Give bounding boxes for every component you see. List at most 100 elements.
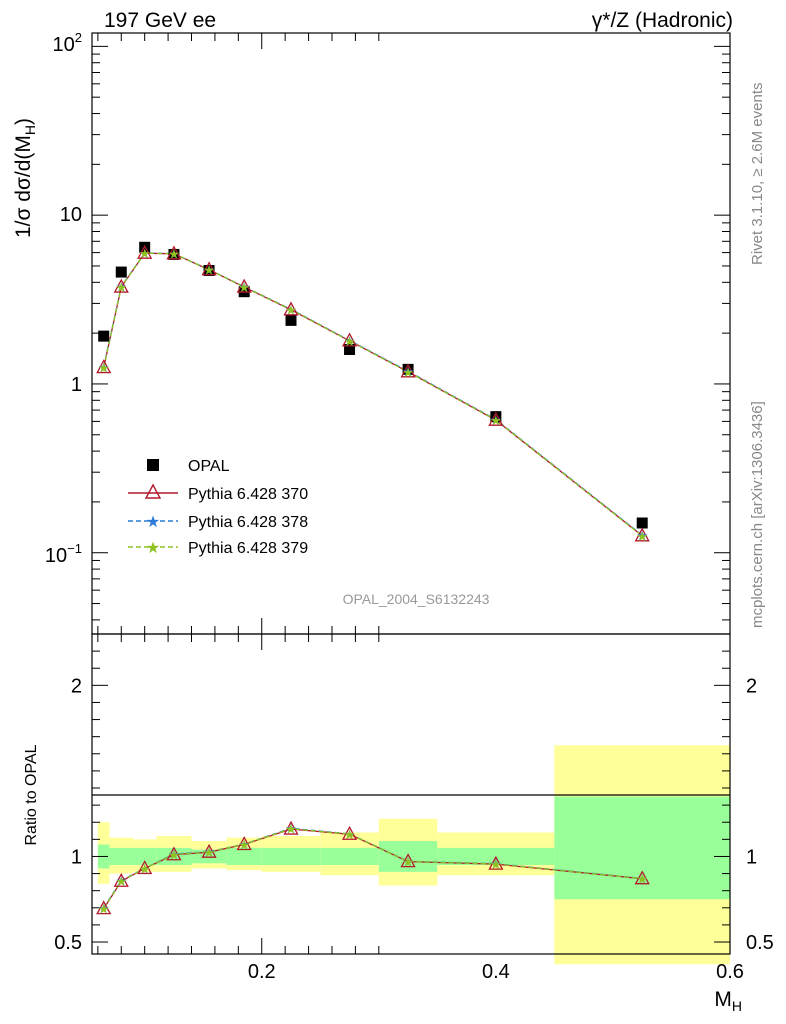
ratio-mc-marker-triangle bbox=[341, 825, 358, 840]
main-mc-marker-star: ★ bbox=[98, 361, 110, 376]
main-mc-marker-triangle bbox=[400, 363, 416, 378]
ratio-mc-marker-star: ★ bbox=[636, 871, 648, 886]
main-mc-marker-star: ★ bbox=[344, 334, 356, 349]
ratio-mc-marker-star: ★ bbox=[344, 827, 356, 842]
main-mc-marker-star: ★ bbox=[168, 247, 180, 262]
main-mc-marker-triangle bbox=[96, 359, 112, 374]
ratio-mc-marker-triangle bbox=[96, 900, 112, 915]
main-mc-marker-star: ★ bbox=[285, 302, 297, 317]
main-mc-marker-triangle bbox=[283, 301, 299, 316]
main-data-point bbox=[344, 343, 356, 355]
ratio-mc-marker-star: ★ bbox=[203, 845, 215, 860]
ratio-mc-marker-star: ★ bbox=[402, 854, 414, 869]
main-mc-marker-star: ★ bbox=[238, 280, 250, 295]
ratio-band-inner bbox=[320, 847, 379, 866]
main-data-point bbox=[285, 314, 297, 326]
legend-marker-py378: ★ bbox=[146, 514, 160, 531]
ratio-ytick-label-right: 0.5 bbox=[746, 932, 774, 954]
main-ytick-label-1: 1 bbox=[71, 374, 82, 396]
main-panel: ★★★ ★★★★★★★★★★★ ★★★★★★★★ 1/σ dσ/d(MH) 102 … bbox=[12, 30, 731, 635]
ratio-mc-marker-star: ★ bbox=[238, 837, 250, 852]
ratio-mc-marker-triangle bbox=[137, 860, 153, 875]
ratio-band-inner bbox=[261, 847, 321, 866]
main-mc-marker-star: ★ bbox=[139, 246, 151, 261]
main-series-lines bbox=[103, 252, 643, 537]
main-y-axis-label: 1/σ dσ/d(MH) bbox=[12, 118, 38, 238]
ratio-band-inner bbox=[109, 847, 133, 866]
main-data-point bbox=[203, 264, 215, 276]
main-data-point bbox=[98, 330, 110, 342]
main-ytick-label-10: 10 bbox=[60, 204, 82, 226]
ratio-mc-marker-star: ★ bbox=[490, 857, 502, 872]
main-mc-marker-star: ★ bbox=[203, 263, 215, 278]
ratio-series-markers: ★★★★ ★★★ ★★ ★★★★★★ ★★★ ★★ ★★ bbox=[96, 820, 650, 916]
main-axis-ticks bbox=[92, 33, 730, 634]
main-mc-marker-star: ★ bbox=[238, 280, 250, 295]
main-data-point bbox=[115, 266, 127, 278]
ratio-xtick-labels: 0.2 0.4 0.6 bbox=[248, 961, 744, 983]
main-mc-marker-triangle bbox=[113, 278, 129, 293]
ratio-mc-marker-star: ★ bbox=[98, 901, 110, 916]
legend-marker-opal bbox=[147, 459, 159, 471]
main-data-point bbox=[168, 248, 180, 260]
main-line-series-1 bbox=[103, 252, 643, 537]
ratio-mc-marker-star: ★ bbox=[344, 827, 356, 842]
main-mc-marker-star: ★ bbox=[636, 529, 648, 544]
main-data-point bbox=[636, 517, 648, 529]
main-mc-marker-triangle bbox=[236, 278, 252, 293]
main-mc-marker-star: ★ bbox=[636, 528, 648, 543]
xtick-label: 0.4 bbox=[482, 961, 510, 983]
main-series-markers: ★★★ ★★★★★★★★★★★ ★★★★★★★★ bbox=[96, 241, 650, 544]
ratio-mc-marker-star: ★ bbox=[168, 847, 180, 862]
main-mc-marker-star: ★ bbox=[98, 360, 110, 375]
legend-marker-py370 bbox=[144, 483, 162, 499]
x-axis-label: MH bbox=[714, 988, 742, 1014]
ratio-band-inner bbox=[554, 796, 730, 900]
main-mc-marker-triangle bbox=[137, 244, 153, 259]
mcplots-reference-text: mcplots.cern.ch [arXiv:1306.3436] bbox=[749, 401, 766, 628]
ratio-ytick-label-left: 0.5 bbox=[54, 932, 82, 954]
ratio-ytick-label-right: 1 bbox=[746, 846, 757, 868]
ratio-mc-marker-triangle bbox=[113, 872, 129, 887]
legend: OPAL Pythia 6.428 370 ★ Pythia 6.428 378… bbox=[128, 458, 308, 557]
main-mc-marker-star: ★ bbox=[115, 279, 127, 294]
ratio-mc-marker-star: ★ bbox=[402, 854, 414, 869]
main-mc-marker-triangle bbox=[201, 261, 217, 276]
ratio-mc-marker-star: ★ bbox=[490, 857, 502, 872]
main-line-series-3 bbox=[103, 252, 643, 537]
ratio-mc-marker-star: ★ bbox=[203, 845, 215, 860]
ratio-ytick-label-right: 2 bbox=[746, 675, 757, 697]
main-mc-marker-star: ★ bbox=[168, 247, 180, 262]
main-mc-marker-triangle bbox=[166, 245, 182, 260]
ratio-mc-marker-star: ★ bbox=[238, 837, 250, 852]
plot-title-right: γ*/Z (Hadronic) bbox=[592, 9, 733, 32]
ratio-mc-marker-star: ★ bbox=[139, 861, 151, 876]
ratio-mc-marker-triangle bbox=[400, 853, 416, 868]
ratio-mc-marker-triangle bbox=[488, 855, 504, 870]
ratio-mc-marker-triangle bbox=[634, 870, 650, 885]
ratio-ytick-label-left: 2 bbox=[71, 675, 82, 697]
ratio-mc-marker-triangle bbox=[236, 836, 252, 851]
ratio-mc-marker-triangle bbox=[201, 843, 217, 858]
main-mc-marker-star: ★ bbox=[115, 280, 127, 295]
ratio-mc-marker-star: ★ bbox=[139, 861, 151, 876]
main-mc-marker-star: ★ bbox=[490, 413, 502, 428]
main-mc-marker-star: ★ bbox=[203, 263, 215, 278]
rivet-version-text: Rivet 3.1.10, ≥ 2.6M events bbox=[749, 83, 766, 266]
ratio-band-inner bbox=[226, 847, 262, 866]
ratio-ytick-labels: 0.5 0.5 1 1 2 2 bbox=[54, 675, 774, 954]
ratio-y-axis-label: Ratio to OPAL bbox=[23, 744, 40, 845]
analysis-watermark: OPAL_2004_S6132243 bbox=[343, 591, 490, 607]
ratio-mc-marker-star: ★ bbox=[115, 873, 127, 888]
legend-label-py370: Pythia 6.428 370 bbox=[188, 486, 308, 503]
xtick-label: 0.6 bbox=[716, 961, 744, 983]
main-line-series-2 bbox=[103, 252, 643, 536]
main-mc-marker-triangle bbox=[488, 411, 504, 426]
legend-label-opal: OPAL bbox=[188, 458, 230, 475]
legend-marker-py379: ★ bbox=[146, 540, 160, 557]
main-ytick-label-100: 102 bbox=[53, 30, 82, 56]
ratio-band-inner bbox=[132, 847, 157, 866]
ratio-frame bbox=[91, 633, 731, 955]
main-ytick-label-0.1: 10−1 bbox=[45, 541, 82, 567]
